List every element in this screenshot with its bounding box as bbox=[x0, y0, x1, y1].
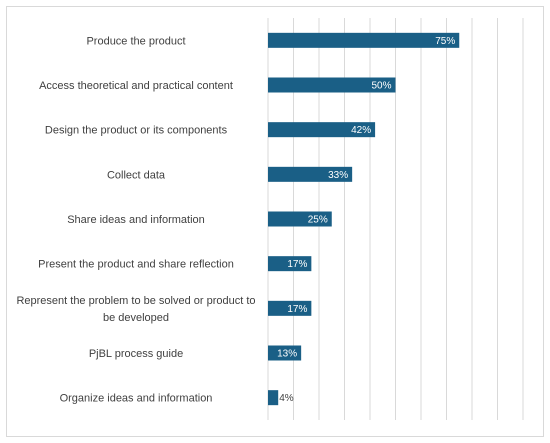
bar-value-label-6: 17% bbox=[287, 304, 307, 315]
bar-value-label-1: 50% bbox=[371, 81, 391, 92]
category-label-8: Organize ideas and information bbox=[60, 393, 213, 405]
category-label-0: Produce the product bbox=[86, 35, 185, 47]
category-label-2: Design the product or its components bbox=[45, 125, 228, 137]
bar-value-label-2: 42% bbox=[351, 125, 371, 136]
category-label-line-6-0: Represent the problem to be solved or pr… bbox=[16, 295, 255, 307]
category-label-1: Access theoretical and practical content bbox=[39, 80, 233, 92]
category-label-line-8-0: Organize ideas and information bbox=[60, 393, 213, 405]
category-label-3: Collect data bbox=[107, 169, 166, 181]
category-label-5: Present the product and share reflection bbox=[38, 259, 234, 271]
bar-6 bbox=[268, 300, 312, 316]
bar-7 bbox=[268, 345, 302, 361]
bar-value-label-7: 13% bbox=[277, 349, 297, 360]
category-label-6: Represent the problem to be solved or pr… bbox=[16, 295, 255, 324]
category-label-4: Share ideas and information bbox=[67, 214, 205, 226]
bar-value-label-5: 17% bbox=[287, 259, 307, 270]
category-label-line-0-0: Produce the product bbox=[86, 35, 185, 47]
category-label-line-5-0: Present the product and share reflection bbox=[38, 259, 234, 271]
bar-value-label-4: 25% bbox=[308, 215, 328, 226]
category-label-line-7-0: PjBL process guide bbox=[89, 348, 183, 360]
category-label-7: PjBL process guide bbox=[89, 348, 183, 360]
bar-2 bbox=[268, 122, 376, 138]
category-label-line-4-0: Share ideas and information bbox=[67, 214, 205, 226]
bar-0 bbox=[268, 32, 460, 48]
bar-value-label-3: 33% bbox=[328, 170, 348, 181]
category-label-line-1-0: Access theoretical and practical content bbox=[39, 80, 233, 92]
category-label-line-6-1: be developed bbox=[103, 312, 169, 324]
bar-8 bbox=[268, 390, 279, 406]
bar-4 bbox=[268, 211, 332, 227]
category-label-line-2-0: Design the product or its components bbox=[45, 125, 228, 137]
bar-5 bbox=[268, 256, 312, 272]
category-label-line-3-0: Collect data bbox=[107, 169, 166, 181]
bar-value-label-0: 75% bbox=[435, 36, 455, 47]
bar-1 bbox=[268, 77, 396, 93]
bar-value-label-8: 4% bbox=[279, 393, 294, 404]
bar-3 bbox=[268, 166, 353, 182]
